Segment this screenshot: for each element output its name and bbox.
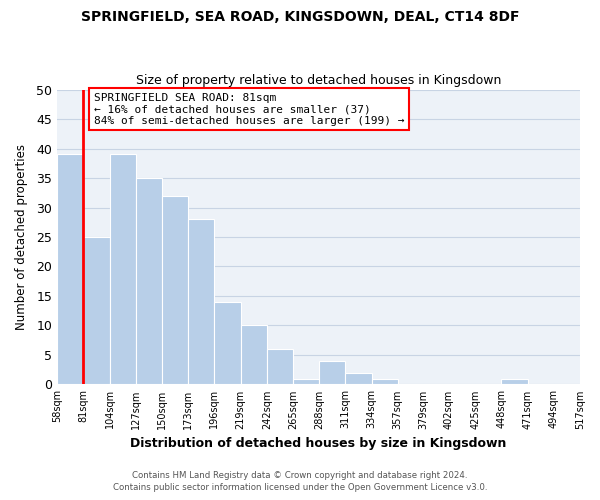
Bar [267,349,293,384]
Bar [580,378,600,384]
Bar [293,378,319,384]
Bar [83,237,110,384]
Bar [188,220,214,384]
Bar [136,178,162,384]
Bar [346,372,371,384]
Bar [241,326,267,384]
Title: Size of property relative to detached houses in Kingsdown: Size of property relative to detached ho… [136,74,501,87]
X-axis label: Distribution of detached houses by size in Kingsdown: Distribution of detached houses by size … [130,437,507,450]
Bar [57,154,83,384]
Text: SPRINGFIELD, SEA ROAD, KINGSDOWN, DEAL, CT14 8DF: SPRINGFIELD, SEA ROAD, KINGSDOWN, DEAL, … [81,10,519,24]
Bar [502,378,527,384]
Bar [371,378,398,384]
Bar [214,302,241,384]
Bar [162,196,188,384]
Text: SPRINGFIELD SEA ROAD: 81sqm
← 16% of detached houses are smaller (37)
84% of sem: SPRINGFIELD SEA ROAD: 81sqm ← 16% of det… [94,92,404,126]
Bar [319,361,346,384]
Y-axis label: Number of detached properties: Number of detached properties [15,144,28,330]
Bar [110,154,136,384]
Text: Contains HM Land Registry data © Crown copyright and database right 2024.
Contai: Contains HM Land Registry data © Crown c… [113,471,487,492]
